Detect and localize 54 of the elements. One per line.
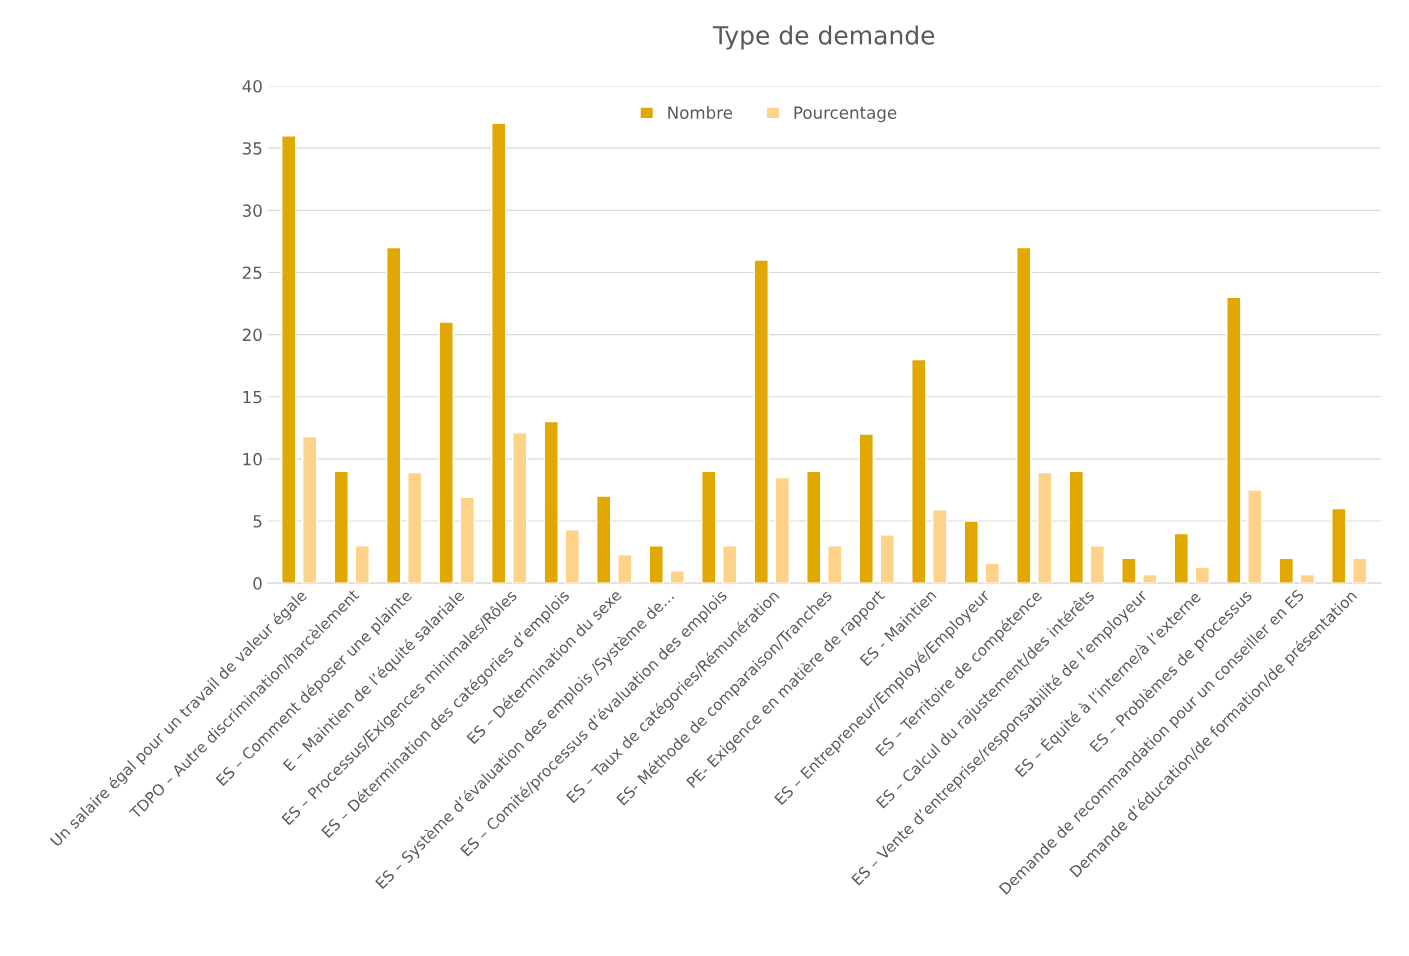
- bar: [1331, 507, 1347, 584]
- bar: [333, 470, 349, 584]
- bar: [512, 432, 528, 584]
- bar: [1121, 557, 1137, 584]
- bar: [1226, 296, 1242, 584]
- bar: [281, 135, 297, 584]
- bar: [617, 553, 633, 584]
- bar: [1352, 557, 1368, 584]
- y-tick-label: 20: [242, 328, 262, 342]
- bar: [564, 529, 580, 584]
- bar: [1016, 246, 1032, 584]
- bar: [858, 433, 874, 584]
- bar: [354, 545, 370, 584]
- bar: [932, 509, 948, 584]
- bar: [827, 545, 843, 584]
- bar: [386, 246, 402, 584]
- bar: [1278, 557, 1295, 584]
- bar: [984, 562, 1000, 584]
- bar: [963, 520, 979, 584]
- y-tick-label: 15: [243, 390, 262, 404]
- bar: [1247, 489, 1263, 584]
- bar: [1299, 573, 1316, 584]
- bar: [701, 470, 717, 584]
- bar: [1173, 532, 1189, 584]
- bar: [543, 420, 559, 584]
- legend-label: Pourcentage: [794, 106, 897, 123]
- bar: [491, 122, 507, 584]
- bar: [1142, 573, 1158, 584]
- bar: [722, 545, 738, 584]
- bar: [596, 495, 612, 584]
- bar: [1089, 545, 1105, 584]
- bar: [669, 570, 685, 584]
- y-tick-label: 5: [253, 515, 262, 528]
- bar: [1194, 566, 1210, 584]
- y-tick-label: 40: [242, 80, 262, 93]
- bar: [911, 358, 927, 584]
- y-tick-label: 0: [253, 577, 262, 590]
- y-tick-label: 10: [243, 452, 262, 466]
- bar: [774, 476, 790, 584]
- bar: [753, 259, 769, 584]
- y-tick-label: 35: [242, 142, 262, 155]
- bar: [438, 321, 454, 584]
- bar: [407, 471, 423, 584]
- chart-title: Type de demande: [712, 25, 935, 50]
- y-tick-label: 30: [242, 204, 262, 217]
- bar: [459, 496, 475, 584]
- y-tick-label: 25: [242, 266, 262, 280]
- legend-label: Nombre: [668, 106, 733, 119]
- bar: [879, 533, 895, 584]
- bar: [806, 470, 822, 584]
- bar: [1068, 470, 1084, 584]
- bar: [648, 545, 664, 584]
- bar: [1037, 471, 1053, 584]
- bar: [302, 435, 318, 584]
